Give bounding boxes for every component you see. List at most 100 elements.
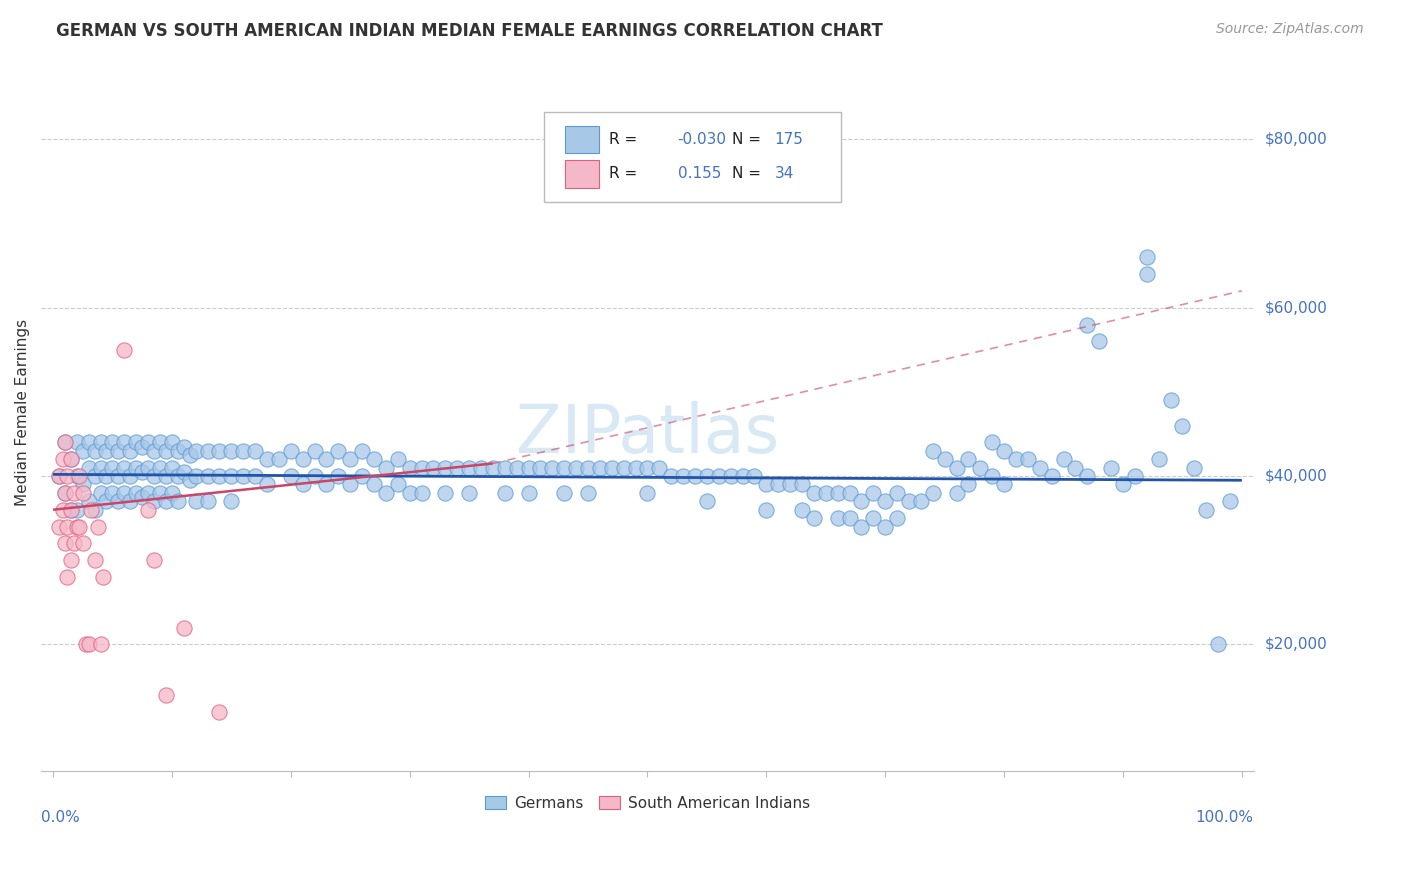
Text: 175: 175	[775, 132, 804, 147]
Point	[862, 511, 884, 525]
Point	[280, 469, 302, 483]
Point	[304, 443, 326, 458]
Point	[136, 435, 159, 450]
Point	[59, 452, 82, 467]
Point	[766, 477, 789, 491]
Point	[83, 443, 105, 458]
Point	[107, 494, 129, 508]
Point	[90, 486, 112, 500]
Point	[1017, 452, 1039, 467]
Point	[48, 519, 70, 533]
Point	[411, 460, 433, 475]
Point	[957, 477, 980, 491]
Point	[1005, 452, 1028, 467]
Point	[173, 465, 195, 479]
Point	[112, 460, 135, 475]
Point	[166, 494, 188, 508]
Text: ZIPatlas: ZIPatlas	[516, 401, 779, 467]
Point	[72, 486, 94, 500]
Point	[72, 477, 94, 491]
Point	[304, 469, 326, 483]
Point	[149, 486, 172, 500]
Point	[827, 486, 849, 500]
Point	[101, 460, 124, 475]
Point	[422, 460, 444, 475]
Point	[197, 469, 219, 483]
Point	[48, 469, 70, 483]
Point	[155, 494, 177, 508]
Y-axis label: Median Female Earnings: Median Female Earnings	[15, 319, 30, 507]
Legend: Germans, South American Indians: Germans, South American Indians	[479, 789, 815, 817]
Point	[160, 460, 183, 475]
Point	[827, 511, 849, 525]
Point	[315, 452, 337, 467]
Point	[696, 469, 718, 483]
Point	[90, 435, 112, 450]
Point	[576, 486, 599, 500]
Point	[600, 460, 623, 475]
Point	[66, 469, 89, 483]
Point	[411, 486, 433, 500]
Point	[184, 469, 207, 483]
Point	[66, 502, 89, 516]
Point	[221, 443, 243, 458]
Point	[1206, 637, 1229, 651]
Point	[981, 469, 1004, 483]
Point	[56, 570, 79, 584]
Point	[59, 553, 82, 567]
Text: Source: ZipAtlas.com: Source: ZipAtlas.com	[1216, 22, 1364, 37]
Point	[458, 460, 481, 475]
Point	[197, 443, 219, 458]
Point	[1147, 452, 1170, 467]
Point	[166, 469, 188, 483]
Point	[221, 469, 243, 483]
Point	[120, 443, 142, 458]
Point	[494, 460, 516, 475]
Point	[387, 477, 409, 491]
Point	[80, 502, 103, 516]
Point	[1195, 502, 1218, 516]
Point	[945, 460, 967, 475]
Point	[63, 486, 86, 500]
Point	[339, 477, 361, 491]
Point	[179, 448, 201, 462]
Point	[67, 469, 90, 483]
Text: GERMAN VS SOUTH AMERICAN INDIAN MEDIAN FEMALE EARNINGS CORRELATION CHART: GERMAN VS SOUTH AMERICAN INDIAN MEDIAN F…	[56, 22, 883, 40]
Point	[803, 486, 825, 500]
FancyBboxPatch shape	[544, 112, 841, 202]
Point	[136, 460, 159, 475]
Point	[434, 486, 457, 500]
Point	[945, 486, 967, 500]
Text: $40,000: $40,000	[1265, 468, 1327, 483]
Point	[291, 477, 314, 491]
Point	[83, 469, 105, 483]
Point	[886, 511, 908, 525]
Point	[851, 494, 873, 508]
Text: R =: R =	[609, 132, 637, 147]
Point	[160, 435, 183, 450]
Point	[53, 486, 76, 500]
Point	[838, 486, 860, 500]
Point	[993, 443, 1015, 458]
Point	[517, 460, 540, 475]
Point	[886, 486, 908, 500]
Point	[1182, 460, 1205, 475]
Point	[1052, 452, 1074, 467]
Point	[328, 443, 350, 458]
Point	[53, 536, 76, 550]
Point	[63, 536, 86, 550]
Point	[131, 490, 153, 504]
Point	[352, 469, 374, 483]
Point	[125, 435, 148, 450]
Point	[243, 443, 266, 458]
Point	[672, 469, 695, 483]
Point	[112, 343, 135, 357]
Point	[790, 502, 813, 516]
Point	[589, 460, 612, 475]
Point	[398, 460, 420, 475]
Point	[75, 637, 97, 651]
Point	[1088, 334, 1111, 349]
Point	[90, 637, 112, 651]
Point	[125, 460, 148, 475]
Point	[1123, 469, 1146, 483]
